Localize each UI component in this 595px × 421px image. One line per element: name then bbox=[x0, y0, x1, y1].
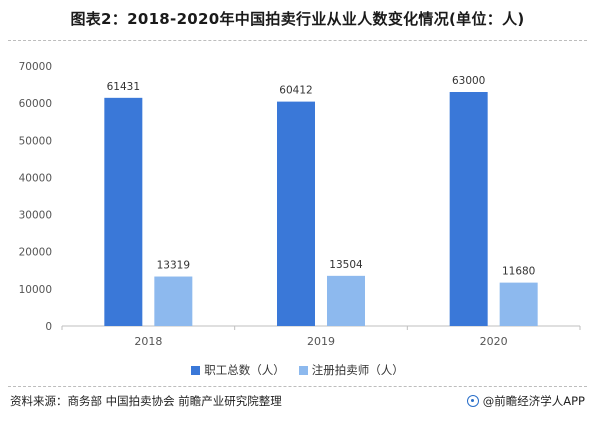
y-tick-label-1: 10000 bbox=[19, 284, 52, 296]
x-tick-label-0: 2018 bbox=[134, 335, 162, 348]
bar-2019-series-1 bbox=[277, 101, 315, 326]
brand-label: @前瞻经济学人APP bbox=[482, 394, 585, 408]
bar-2019-series-2 bbox=[327, 275, 365, 326]
data-label-2019-series-1: 60412 bbox=[279, 85, 312, 97]
data-label-2020-series-1: 63000 bbox=[452, 75, 485, 87]
title-divider bbox=[8, 40, 587, 41]
legend-label-series-1: 职工总数（人） bbox=[204, 363, 285, 377]
y-tick-label-5: 50000 bbox=[19, 135, 52, 147]
bar-2020-series-2 bbox=[499, 282, 538, 326]
chart-title: 图表2：2018-2020年中国拍卖行业从业人数变化情况(单位：人) bbox=[70, 10, 525, 28]
y-tick-label-3: 30000 bbox=[19, 210, 52, 222]
legend-item-series-1: 职工总数（人） bbox=[191, 362, 285, 378]
legend-swatch-series-2 bbox=[298, 365, 308, 375]
legend-swatch-series-1 bbox=[191, 365, 201, 375]
y-tick-label-4: 40000 bbox=[19, 172, 52, 184]
bar-2018-series-1 bbox=[104, 97, 143, 326]
x-tick-label-2: 2020 bbox=[480, 335, 508, 348]
legend-label-series-2: 注册拍卖师（人） bbox=[311, 363, 404, 377]
data-label-2018-series-1: 61431 bbox=[107, 81, 140, 93]
bar-2018-series-2 bbox=[154, 276, 193, 326]
y-tick-label-2: 20000 bbox=[19, 247, 52, 259]
chart-legend: 职工总数（人） 注册拍卖师（人） bbox=[0, 362, 595, 378]
legend-item-series-2: 注册拍卖师（人） bbox=[298, 362, 404, 378]
brand-logo-icon bbox=[466, 395, 479, 407]
data-label-2019-series-2: 13504 bbox=[329, 259, 363, 271]
y-tick-label-7: 70000 bbox=[19, 61, 52, 73]
y-tick-label-6: 60000 bbox=[19, 98, 52, 110]
footer-divider bbox=[8, 386, 587, 387]
x-tick-label-1: 2019 bbox=[307, 335, 335, 348]
data-label-2020-series-2: 11680 bbox=[502, 266, 535, 278]
y-tick-label-0: 0 bbox=[45, 321, 52, 333]
brand-credit: @前瞻经济学人APP bbox=[466, 393, 585, 409]
data-label-2018-series-2: 13319 bbox=[157, 260, 190, 272]
bar-2020-series-1 bbox=[449, 92, 488, 326]
source-note: 资料来源：商务部 中国拍卖协会 前瞻产业研究院整理 bbox=[10, 394, 282, 408]
